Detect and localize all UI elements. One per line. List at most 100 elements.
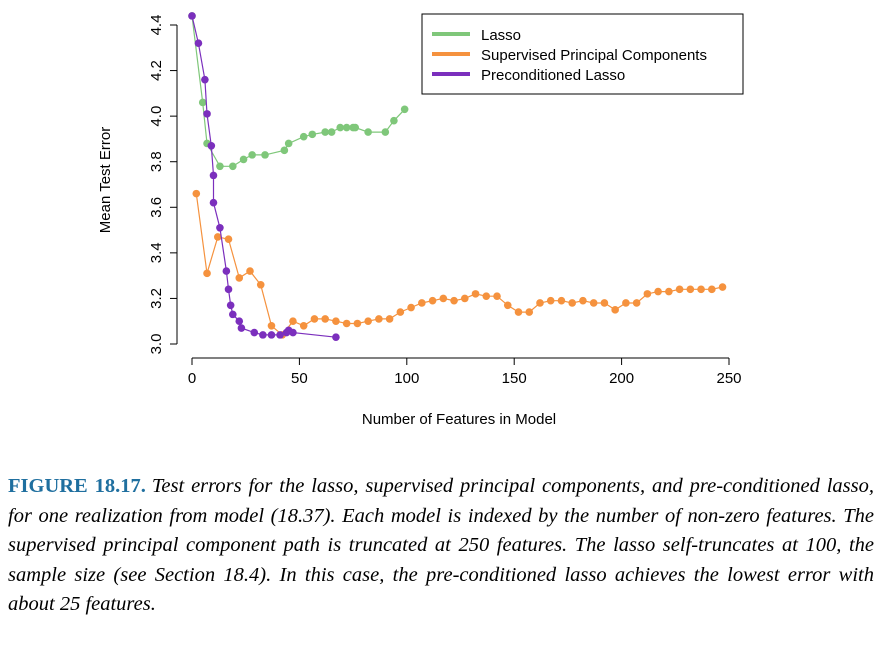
data-point-supervised-pc — [643, 290, 652, 298]
legend: Lasso Supervised Principal Components Pr… — [421, 13, 744, 95]
data-point-supervised-pc — [203, 269, 211, 278]
data-point-supervised-pc — [396, 308, 405, 316]
data-point-supervised-pc — [471, 290, 480, 298]
series-supervised-pc — [192, 189, 727, 339]
data-point-preconditioned-lasso — [209, 171, 218, 180]
data-point-supervised-pc — [321, 315, 329, 323]
data-point-supervised-pc — [418, 299, 426, 307]
x-tick-label: 200 — [609, 370, 634, 387]
y-tick-label: 3.2 — [148, 288, 165, 309]
data-point-preconditioned-lasso — [259, 331, 267, 339]
y-tick-label: 4.0 — [148, 106, 165, 127]
data-point-supervised-pc — [568, 299, 576, 307]
data-point-preconditioned-lasso — [194, 39, 203, 48]
data-point-supervised-pc — [364, 317, 372, 326]
data-point-supervised-pc — [708, 285, 716, 294]
data-point-supervised-pc — [611, 306, 619, 314]
series-lasso — [188, 12, 409, 171]
data-point-lasso — [248, 151, 256, 159]
x-axis-title: Number of Features in Model — [362, 411, 556, 428]
figure-caption: FIGURE 18.17. Test errors for the lasso, … — [8, 472, 874, 620]
data-point-supervised-pc — [557, 296, 566, 305]
y-tick-label: 4.4 — [148, 15, 165, 36]
data-point-supervised-pc — [375, 315, 383, 323]
data-point-lasso — [198, 98, 207, 107]
data-point-supervised-pc — [675, 285, 684, 294]
legend-label-supervised-pc: Supervised Principal Components — [481, 47, 707, 64]
data-point-preconditioned-lasso — [203, 110, 211, 118]
data-point-supervised-pc — [514, 308, 523, 316]
data-point-supervised-pc — [310, 315, 319, 323]
data-point-lasso — [239, 155, 248, 164]
data-point-preconditioned-lasso — [332, 333, 340, 341]
data-point-lasso — [216, 162, 224, 171]
data-point-supervised-pc — [267, 321, 276, 330]
y-tick-label: 3.8 — [148, 151, 165, 172]
data-point-supervised-pc — [579, 296, 587, 305]
plot-area — [188, 12, 727, 341]
data-point-supervised-pc — [589, 299, 598, 307]
series-layer — [188, 12, 727, 341]
data-point-supervised-pc — [428, 296, 437, 305]
data-point-supervised-pc — [622, 299, 630, 307]
data-point-preconditioned-lasso — [188, 12, 196, 20]
legend-label-preconditioned-lasso: Preconditioned Lasso — [481, 67, 625, 84]
data-point-lasso — [400, 105, 409, 114]
y-axis-title: Mean Test Error — [97, 127, 114, 233]
legend-label-lasso: Lasso — [481, 27, 521, 44]
data-point-supervised-pc — [450, 296, 458, 305]
data-point-lasso — [364, 128, 372, 136]
data-point-supervised-pc — [482, 292, 491, 300]
data-point-lasso — [280, 146, 289, 155]
data-point-supervised-pc — [289, 317, 297, 326]
caption-label: FIGURE 18.17. — [8, 475, 146, 497]
data-point-supervised-pc — [525, 308, 534, 316]
data-point-supervised-pc — [256, 280, 265, 289]
data-point-preconditioned-lasso — [222, 267, 231, 275]
x-tick-label: 100 — [394, 370, 419, 387]
data-point-supervised-pc — [460, 294, 469, 303]
data-point-preconditioned-lasso — [209, 198, 218, 207]
caption-text: Test errors for the lasso, supervised pr… — [8, 475, 874, 615]
data-point-lasso — [327, 128, 336, 136]
data-point-supervised-pc — [246, 267, 254, 275]
data-point-preconditioned-lasso — [289, 328, 297, 337]
y-tick-label: 4.2 — [148, 60, 165, 81]
data-point-supervised-pc — [192, 189, 201, 198]
x-tick-label: 250 — [716, 370, 741, 387]
data-point-lasso — [351, 123, 360, 132]
data-point-supervised-pc — [224, 235, 233, 243]
data-point-supervised-pc — [493, 292, 501, 300]
y-tick-label: 3.4 — [148, 242, 165, 263]
data-point-preconditioned-lasso — [226, 301, 235, 310]
y-tick-label: 3.0 — [148, 334, 165, 355]
data-point-preconditioned-lasso — [276, 331, 284, 339]
data-point-lasso — [336, 123, 345, 132]
data-point-preconditioned-lasso — [250, 328, 259, 337]
series-preconditioned-lasso — [188, 12, 340, 341]
data-point-supervised-pc — [665, 287, 673, 296]
data-point-lasso — [308, 130, 317, 139]
data-point-supervised-pc — [385, 315, 394, 323]
data-point-lasso — [321, 128, 329, 136]
data-point-supervised-pc — [718, 283, 727, 291]
line-chart: 0 50 100 150 200 2503.03.23.43.63.84.04.24.4 … — [97, 12, 744, 428]
data-point-lasso — [390, 116, 398, 125]
x-tick-label: 150 — [502, 370, 527, 387]
data-point-preconditioned-lasso — [207, 141, 216, 150]
data-point-supervised-pc — [299, 321, 308, 330]
series-line-supervised-pc — [195, 193, 723, 336]
data-point-supervised-pc — [686, 285, 695, 294]
data-point-lasso — [381, 128, 390, 136]
x-tick-label: 0 — [188, 370, 196, 387]
data-point-lasso — [261, 151, 269, 159]
x-tick-label: 50 — [291, 370, 308, 387]
data-point-supervised-pc — [632, 299, 641, 307]
data-point-supervised-pc — [342, 319, 351, 328]
data-point-supervised-pc — [332, 317, 340, 326]
legend-box — [421, 13, 744, 95]
data-point-preconditioned-lasso — [216, 223, 224, 232]
data-point-supervised-pc — [600, 299, 609, 307]
data-point-lasso — [299, 132, 308, 141]
series-line-lasso — [191, 15, 406, 167]
